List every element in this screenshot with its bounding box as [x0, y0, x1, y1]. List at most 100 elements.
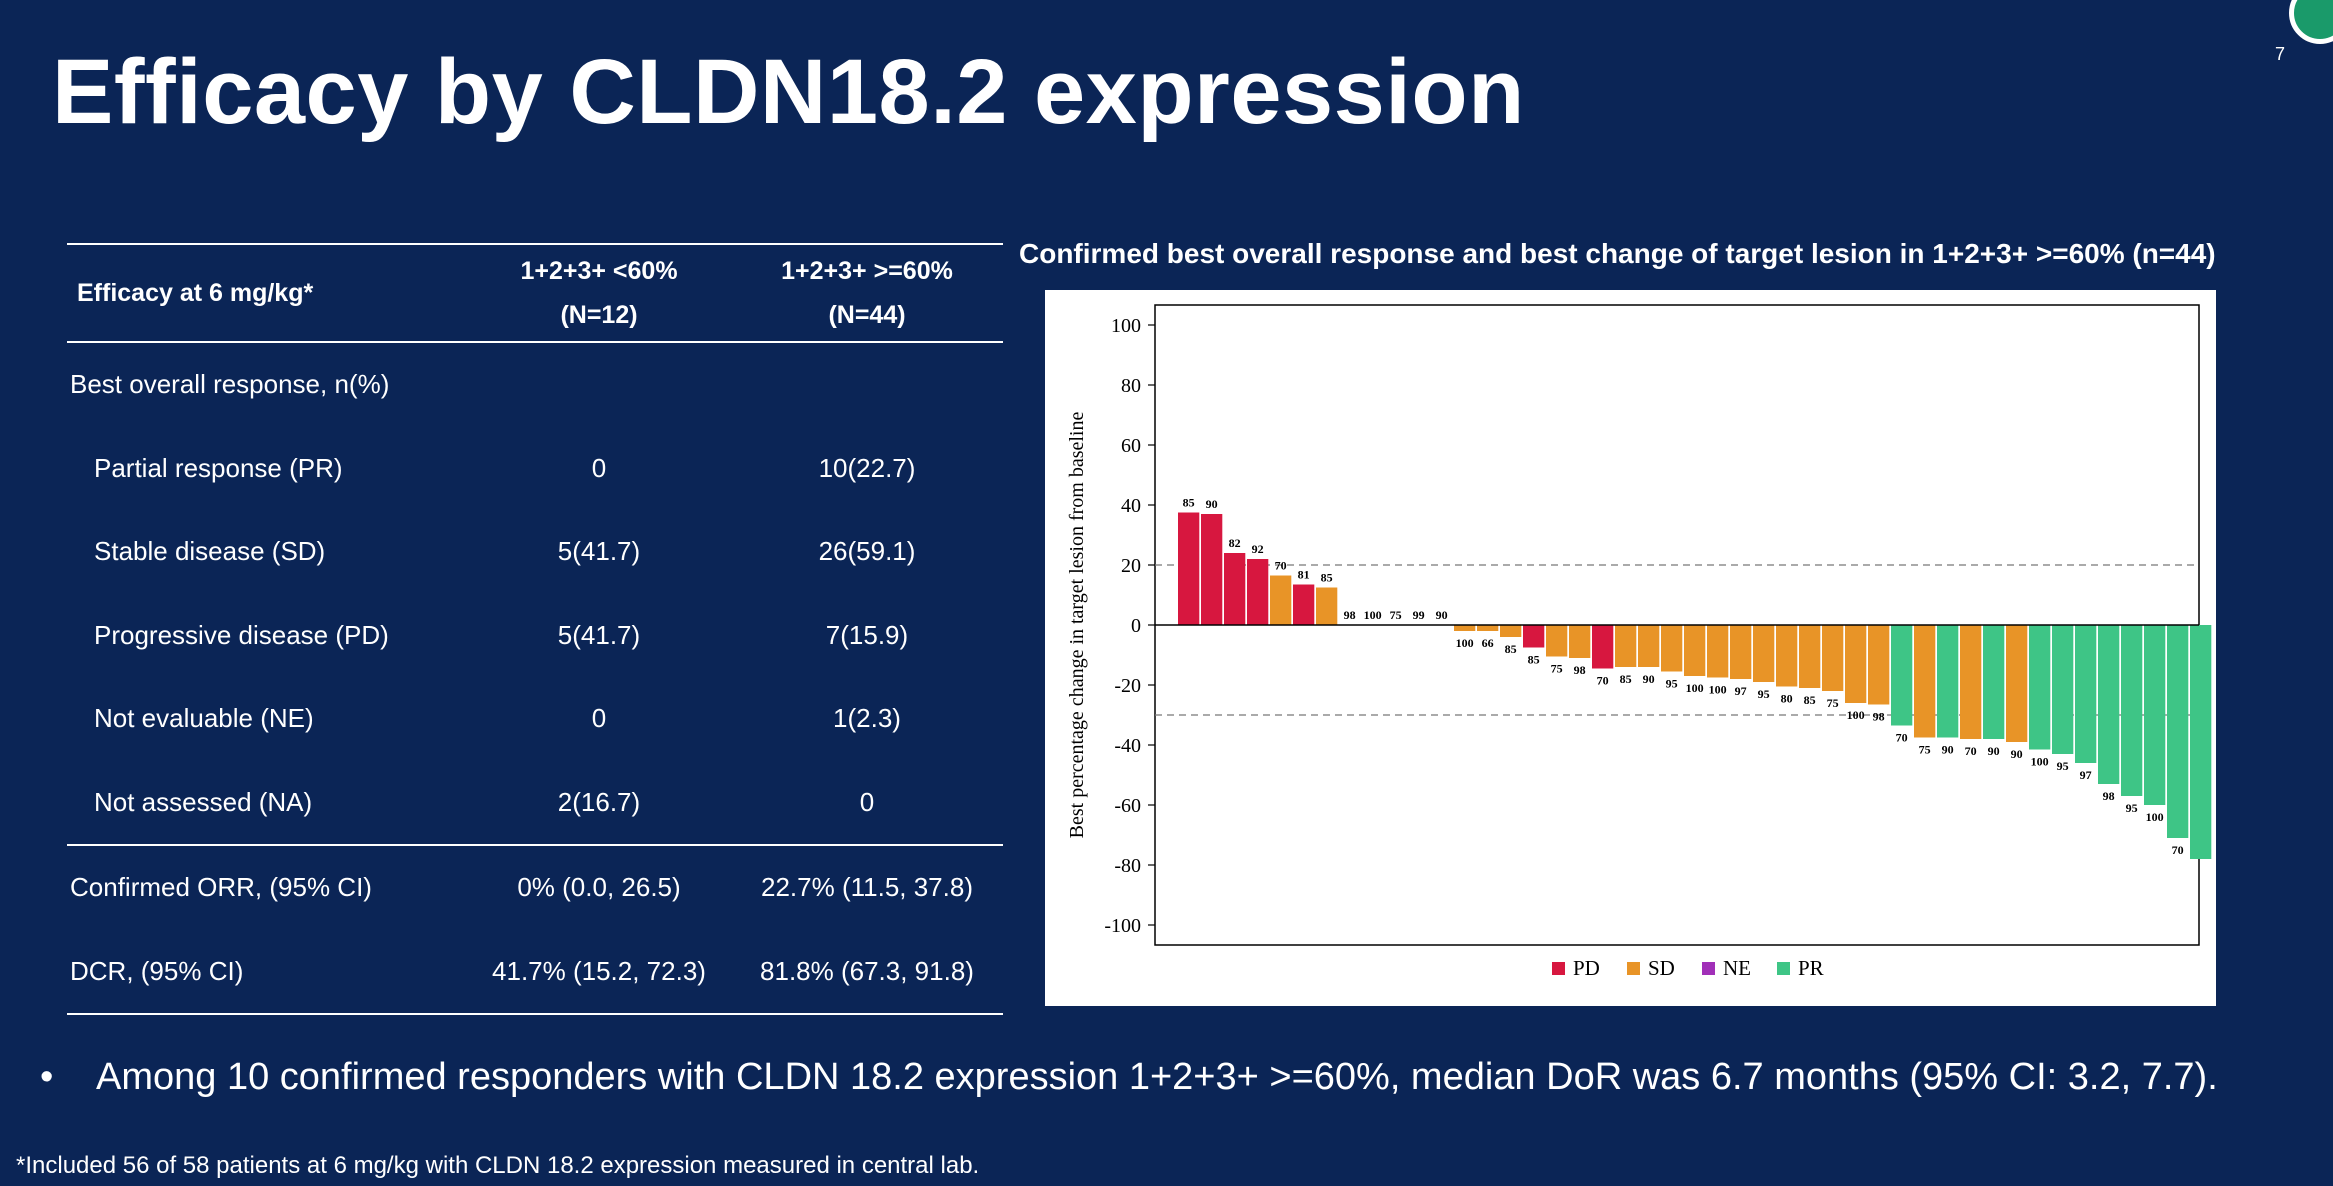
- bar-sd: [1661, 625, 1683, 672]
- bar-sd: [1845, 625, 1867, 703]
- bar-label: 100: [2146, 810, 2164, 824]
- bar-label: 90: [1643, 672, 1655, 686]
- row-value-lt60: 41.7% (15.2, 72.3): [467, 929, 731, 1015]
- bar-label: 100: [1686, 681, 1704, 695]
- bar-label: 98: [1574, 663, 1586, 677]
- legend-label: SD: [1648, 956, 1675, 980]
- row-value-lt60: 2(16.7): [557, 786, 641, 817]
- row-value-lt60: 5(41.7): [557, 619, 641, 650]
- header-col-efficacy: Efficacy at 6 mg/kg*: [67, 243, 467, 343]
- legend-swatch-ne: [1702, 962, 1715, 975]
- bar-label: 95: [1758, 687, 1770, 701]
- bar-label: 90: [1206, 497, 1218, 511]
- bar-sd: [1638, 625, 1660, 667]
- bar-label: 81: [1298, 568, 1310, 582]
- bar-label: 85: [1620, 672, 1632, 686]
- bar-label: 66: [1482, 636, 1494, 650]
- bar-pr: [2167, 625, 2189, 838]
- y-tick-label: -40: [1114, 735, 1141, 757]
- bar-sd: [1454, 625, 1476, 631]
- bar-sd: [1270, 575, 1292, 625]
- bar-sd: [1615, 625, 1637, 667]
- bar-label: 95: [1666, 677, 1678, 691]
- bar-pd: [1523, 625, 1545, 648]
- bar-label: 75: [1551, 662, 1563, 676]
- bar-label: 99: [1413, 608, 1425, 622]
- bar-label: 75: [1827, 696, 1839, 710]
- bar-sd: [1753, 625, 1775, 682]
- table-row: Stable disease (SD) 5(41.7) 26(59.1): [67, 510, 1003, 594]
- row-label: Best overall response, n(%): [70, 369, 390, 400]
- bar-label: 75: [1390, 608, 1402, 622]
- bar-pr: [1937, 625, 1959, 738]
- y-tick-label: 20: [1121, 555, 1141, 577]
- bar-label: 70: [2172, 843, 2184, 857]
- bar-sd: [1799, 625, 1821, 688]
- y-tick-label: 60: [1121, 435, 1141, 457]
- bar-pr: [2075, 625, 2097, 763]
- bar-sd: [1316, 587, 1338, 625]
- bar-sd: [1960, 625, 1982, 739]
- row-label: Confirmed ORR, (95% CI): [67, 844, 467, 930]
- legend-swatch-pd: [1552, 962, 1565, 975]
- bar-sd: [1868, 625, 1890, 705]
- bar-pr: [2190, 625, 2212, 859]
- row-label: Partial response (PR): [94, 452, 343, 483]
- bar-sd: [2006, 625, 2028, 742]
- bar-label: 80: [1781, 692, 1793, 706]
- bar-sd: [1776, 625, 1798, 687]
- chart-legend: PD SD NE PR: [1552, 956, 1824, 980]
- bar-label: 85: [1183, 496, 1195, 510]
- row-label: Not assessed (NA): [94, 786, 313, 817]
- row-value-lt60: 5(41.7): [557, 536, 641, 567]
- bar-pd: [1178, 512, 1200, 625]
- y-tick-label: -20: [1114, 675, 1141, 697]
- bar-sd: [1684, 625, 1706, 676]
- header-col-lt60: 1+2+3+ <60% (N=12): [467, 243, 731, 343]
- row-value-gte60: 7(15.9): [825, 619, 909, 650]
- table-row: Best overall response, n(%): [67, 342, 1003, 427]
- table-row: Confirmed ORR, (95% CI) 0% (0.0, 26.5) 2…: [67, 844, 1003, 930]
- bar-sd: [1707, 625, 1729, 678]
- bar-label: 100: [2031, 755, 2049, 769]
- y-axis-label: Best percentage change in target lesion …: [1066, 412, 1088, 839]
- bar-label: 70: [1275, 559, 1287, 573]
- page-title: Efficacy by CLDN18.2 expression: [52, 41, 1525, 143]
- bar-series: [1178, 512, 2212, 859]
- row-value-gte60: [731, 342, 1003, 427]
- row-value-gte60: 1(2.3): [833, 703, 901, 734]
- table-row: Progressive disease (PD) 5(41.7) 7(15.9): [67, 594, 1003, 678]
- bar-label: 70: [1965, 744, 1977, 758]
- bar-labels: 85 90 82 92 70 81 85 98 100 75 99 90 100 66 85 85 75 98 70…: [1183, 496, 2184, 858]
- y-tick-label: 0: [1131, 615, 1141, 637]
- bar-label: 85: [1528, 653, 1540, 667]
- bar-pr: [2121, 625, 2143, 796]
- bar-label: 98: [2103, 789, 2115, 803]
- bar-sd: [1569, 625, 1591, 658]
- table-row: Partial response (PR) 0 10(22.7): [67, 427, 1003, 511]
- bar-sd: [1500, 625, 1522, 637]
- bar-label: 97: [2080, 768, 2092, 782]
- bar-label: 70: [1896, 731, 1908, 745]
- key-finding-bullet: • Among 10 confirmed responders with CLDN…: [40, 1056, 2218, 1099]
- table-row: Not assessed (NA) 2(16.7) 0: [67, 761, 1003, 846]
- bar-pr: [1983, 625, 2005, 739]
- table-row: DCR, (95% CI) 41.7% (15.2, 72.3) 81.8% (…: [67, 929, 1003, 1015]
- y-tick-label: -80: [1114, 855, 1141, 877]
- bar-pd: [1224, 553, 1246, 625]
- y-tick-label: 80: [1121, 375, 1141, 397]
- bar-pr: [1891, 625, 1913, 726]
- bar-label: 90: [1988, 744, 2000, 758]
- bar-label: 85: [1505, 642, 1517, 656]
- bar-label: 92: [1252, 542, 1264, 556]
- row-value-lt60: 0% (0.0, 26.5): [467, 844, 731, 930]
- y-axis-ticks: 100 80 60 40 20 0 -20 -40 -60 -80 -100: [1104, 315, 1155, 937]
- header-col-lt60-line1: 1+2+3+ <60%: [520, 257, 678, 285]
- row-value-gte60: 0: [859, 786, 875, 817]
- y-tick-label: 100: [1111, 315, 1141, 337]
- bullet-dot: •: [40, 1056, 54, 1098]
- row-value-gte60: 26(59.1): [818, 536, 916, 567]
- bar-label: 100: [1847, 708, 1865, 722]
- corner-badge-icon: [2289, 0, 2333, 44]
- bar-label: 82: [1229, 536, 1241, 550]
